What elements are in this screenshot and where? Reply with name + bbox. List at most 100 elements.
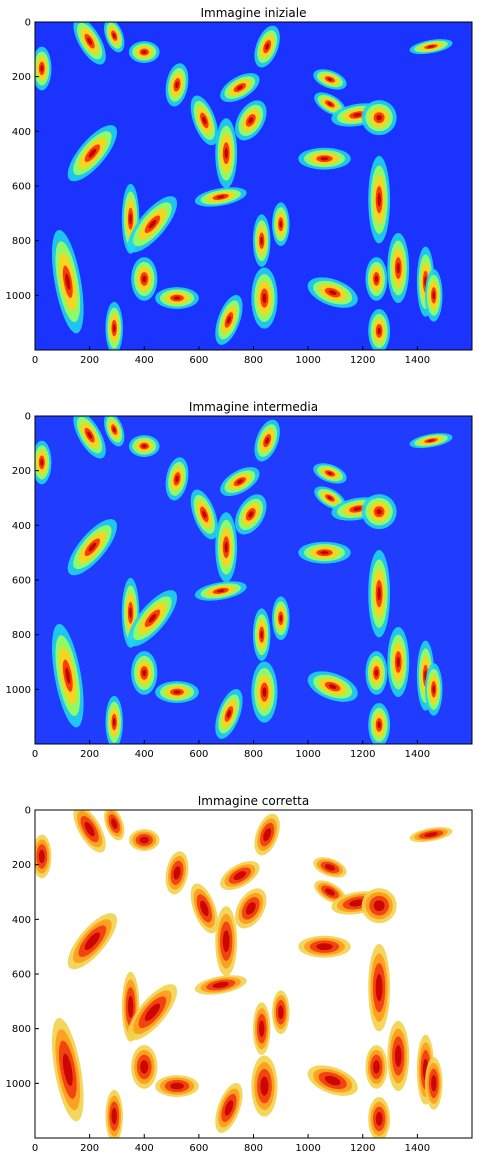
y-tick-label: 200 <box>12 860 31 871</box>
cell-blob <box>353 507 362 511</box>
cell-blob <box>84 932 101 950</box>
y-tick-label: 600 <box>12 970 31 981</box>
x-tick-label: 0 <box>32 1143 38 1154</box>
y-tick-label: 400 <box>12 127 31 138</box>
cell-blob <box>112 718 116 727</box>
cell-blob <box>62 1053 73 1086</box>
cell-blob <box>142 275 147 283</box>
cell-blob <box>278 1005 284 1020</box>
cell-blob <box>260 1076 269 1096</box>
y-tick-label: 600 <box>12 182 31 193</box>
cell-blob <box>65 667 71 684</box>
cell-blob <box>377 192 381 207</box>
cell-layer <box>35 416 453 744</box>
panel-3: Immagine corretta 0 200 400 600 800 1000 1200 14… <box>6 794 473 1154</box>
cell-blob <box>427 45 435 48</box>
cell-blob <box>173 296 181 300</box>
cell-blob <box>396 656 400 668</box>
cell-blob <box>432 291 436 300</box>
cell-blob <box>173 866 181 880</box>
y-tick-label: 600 <box>12 576 31 587</box>
cell-blob <box>373 900 385 912</box>
cell-blob <box>224 147 228 159</box>
cell-blob <box>129 607 132 619</box>
cell-blob <box>260 630 264 639</box>
cell-blob <box>139 836 150 844</box>
cell-blob <box>396 262 400 274</box>
y-tick-label: 200 <box>12 72 31 83</box>
cell-blob <box>324 1075 341 1086</box>
cell-blob <box>260 236 264 245</box>
cell-blob <box>236 85 243 90</box>
cell-blob <box>38 849 45 864</box>
cell-blob <box>144 1003 161 1022</box>
x-tick-label: 1200 <box>350 355 375 366</box>
cell-blob <box>376 114 382 121</box>
cell-blob <box>258 1020 265 1037</box>
cell-blob <box>320 156 329 161</box>
cell-blob <box>111 1107 117 1125</box>
x-tick-label: 1400 <box>405 1143 430 1154</box>
panel-2: Immagine intermedia 0 200 400 600 800 1000 1200… <box>6 400 473 760</box>
x-tick-label: 600 <box>189 355 208 366</box>
cell-blob <box>262 687 267 697</box>
cell-blob <box>112 324 116 333</box>
cell-blob <box>377 721 381 729</box>
y-tick-label: 800 <box>12 236 31 247</box>
y-tick-label: 1000 <box>6 291 31 302</box>
cell-blob <box>200 900 209 917</box>
y-tick-label: 0 <box>25 806 31 817</box>
y-tick-label: 800 <box>12 630 31 641</box>
cell-blob <box>202 116 207 125</box>
x-tick-label: 0 <box>32 355 38 366</box>
cell-blob <box>173 690 181 694</box>
cell-blob <box>129 213 132 225</box>
cell-blob <box>175 475 179 483</box>
cell-blob <box>279 220 283 228</box>
cell-blob <box>127 995 134 1018</box>
cell-blob <box>377 327 381 335</box>
cell-blob <box>431 1075 437 1092</box>
x-tick-label: 1000 <box>295 749 320 760</box>
cell-blob <box>374 275 379 283</box>
cell-blob <box>353 113 362 117</box>
x-tick-label: 400 <box>135 355 154 366</box>
cell-blob <box>375 1112 383 1126</box>
cell-blob <box>377 586 381 601</box>
cell-blob <box>112 33 116 39</box>
y-tick-label: 400 <box>12 915 31 926</box>
cell-blob <box>141 444 147 448</box>
cell-blob <box>325 888 335 896</box>
x-tick-label: 1000 <box>295 355 320 366</box>
panel-title: Immagine corretta <box>198 794 310 808</box>
x-tick-label: 400 <box>135 749 154 760</box>
y-tick-label: 1000 <box>6 685 31 696</box>
cell-blob <box>265 43 270 50</box>
cell-blob <box>170 1082 184 1090</box>
cell-blob <box>327 77 333 81</box>
cell-blob <box>140 1060 149 1074</box>
x-tick-label: 800 <box>244 1143 263 1154</box>
x-tick-label: 800 <box>244 355 263 366</box>
x-tick-label: 800 <box>244 749 263 760</box>
cell-blob <box>212 981 229 988</box>
panel-1: Immagine iniziale 0 200 400 600 800 1000 1200 14… <box>6 6 473 366</box>
cell-layer <box>35 810 453 1138</box>
cell-blob <box>222 930 230 953</box>
cell-blob <box>87 37 93 45</box>
x-tick-label: 1200 <box>350 749 375 760</box>
cell-blob <box>216 589 225 593</box>
x-tick-label: 1200 <box>350 1143 375 1154</box>
cell-layer <box>35 22 453 350</box>
x-tick-label: 200 <box>80 1143 99 1154</box>
cell-blob <box>374 669 379 677</box>
panel-title: Immagine intermedia <box>189 400 318 414</box>
cell-blob <box>202 510 207 519</box>
y-tick-label: 1000 <box>6 1079 31 1090</box>
panel-title: Immagine iniziale <box>200 6 306 20</box>
x-tick-label: 1000 <box>295 1143 320 1154</box>
cell-blob <box>327 102 333 106</box>
cell-blob <box>40 459 44 466</box>
cell-blob <box>111 818 118 829</box>
x-tick-label: 200 <box>80 355 99 366</box>
